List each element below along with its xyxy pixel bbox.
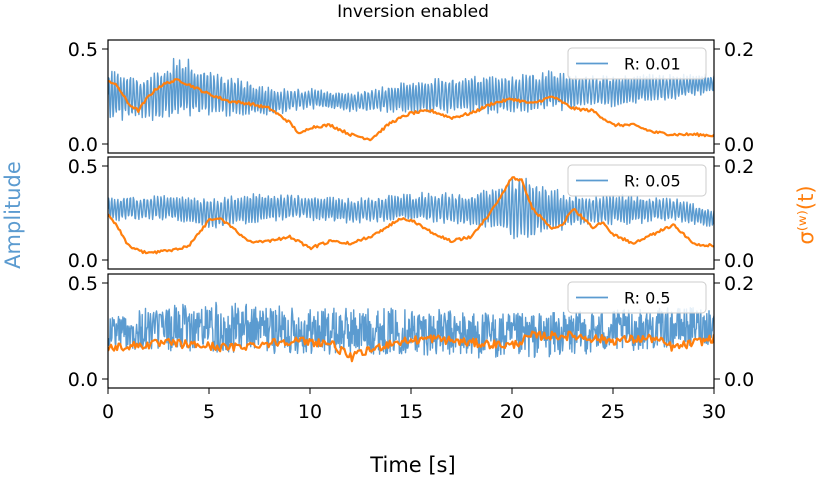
y-label-left: Amplitude [1,161,25,269]
y-tick-label-left: 0.5 [68,156,98,178]
legend: R: 0.05 [567,164,707,197]
x-tick-label: 5 [203,401,215,423]
y-label-right: σ⁽ʷ⁾(t) [794,185,818,244]
legend-label: R: 0.01 [624,55,681,74]
y-tick-label-left: 0.5 [68,39,98,61]
x-tick-label: 15 [399,401,423,423]
y-tick-label-right: 0.2 [724,39,754,61]
y-tick-label-right: 0.0 [724,250,754,272]
sigma-series [108,78,714,142]
amplitude-series [108,301,714,359]
x-tick-label: 10 [298,401,322,423]
panel-2: 0.0 0.5 0.0 0.2 R: 0.05 [68,156,754,272]
x-tick-label: 30 [702,401,726,423]
x-tick-label: 0 [102,401,114,423]
x-tick-label: 25 [601,401,625,423]
legend: R: 0.01 [567,47,707,80]
sigma-series [108,176,714,255]
legend-label: R: 0.5 [624,289,671,308]
panel-frame [107,39,715,154]
legend-box [567,47,707,80]
sigma-series [108,330,714,363]
amplitude-series [108,57,714,121]
panel-frame [107,156,715,270]
chart-title: Inversion enabled [337,2,489,22]
legend-box [567,281,707,314]
amplitude-series [108,177,714,240]
y-tick-label-left: 0.0 [68,134,98,156]
panel-3: 0.0 0.5 0.0 0.2 R: 0.5 [68,273,754,391]
x-tick-label: 20 [500,401,524,423]
x-label: Time [s] [369,453,455,477]
y-tick-label-left: 0.0 [68,250,98,272]
legend: R: 0.5 [567,281,707,314]
legend-box [567,164,707,197]
panel-1: 0.0 0.5 0.0 0.2 R: 0.01 [68,39,754,156]
legend-label: R: 0.05 [624,172,681,191]
y-tick-label-right: 0.0 [724,134,754,156]
y-tick-label-right: 0.2 [724,156,754,178]
y-tick-label-right: 0.2 [724,273,754,295]
y-tick-label-left: 0.5 [68,273,98,295]
y-tick-label-right: 0.0 [724,369,754,391]
y-tick-label-left: 0.0 [68,369,98,391]
